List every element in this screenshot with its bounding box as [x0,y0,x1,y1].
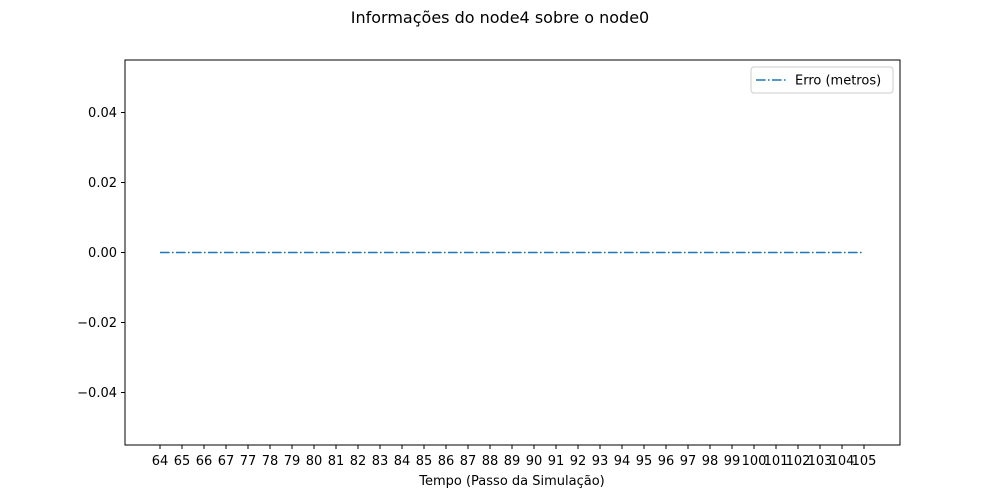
x-tick-label: 66 [196,454,213,469]
x-tick-label: 67 [218,454,235,469]
x-tick-label: 86 [438,454,455,469]
x-tick-label: 97 [680,454,697,469]
x-tick-label: 98 [702,454,719,469]
y-tick-label: 0.04 [88,106,117,121]
x-tick-label: 79 [284,454,301,469]
x-tick-label: 104 [830,454,855,469]
x-tick-label: 82 [350,454,367,469]
x-tick-label: 101 [764,454,789,469]
x-tick-label: 84 [394,454,411,469]
legend: Erro (metros) [750,66,894,94]
x-tick-label: 90 [526,454,543,469]
x-tick-label: 85 [416,454,433,469]
x-tick-label: 78 [262,454,279,469]
y-tick-label: 0.02 [88,176,117,191]
y-tick-label: −0.02 [77,316,117,331]
x-tick-label: 77 [240,454,257,469]
x-tick-label: 64 [152,454,169,469]
x-tick-label: 87 [460,454,477,469]
x-tick-label: 103 [808,454,833,469]
x-tick-label: 88 [482,454,499,469]
x-axis: 64 65 66 67 77 78 79 80 81 82 83 84 85 86 87 88 89 90 91 92… [152,445,877,469]
x-tick-label: 99 [724,454,741,469]
x-axis-label: Tempo (Passo da Simulação) [418,474,605,489]
x-tick-label: 92 [570,454,587,469]
y-tick-label: −0.04 [77,386,117,401]
y-tick-label: 0.00 [88,246,117,261]
chart-title: Informações do node4 sobre o node0 [350,8,650,27]
x-tick-label: 83 [372,454,389,469]
x-tick-label: 89 [504,454,521,469]
legend-box [750,66,894,94]
x-tick-label: 94 [614,454,631,469]
legend-label: Erro (metros) [795,74,881,89]
x-tick-label: 95 [636,454,653,469]
x-tick-label: 80 [306,454,323,469]
x-tick-label: 100 [742,454,767,469]
x-tick-label: 65 [174,454,191,469]
x-tick-label: 81 [328,454,345,469]
x-tick-label: 93 [592,454,609,469]
x-tick-label: 102 [786,454,811,469]
x-tick-label: 91 [548,454,565,469]
y-axis: 0.04 0.02 0.00 −0.02 −0.04 [77,106,125,401]
x-tick-label: 96 [658,454,675,469]
x-tick-label: 105 [852,454,877,469]
